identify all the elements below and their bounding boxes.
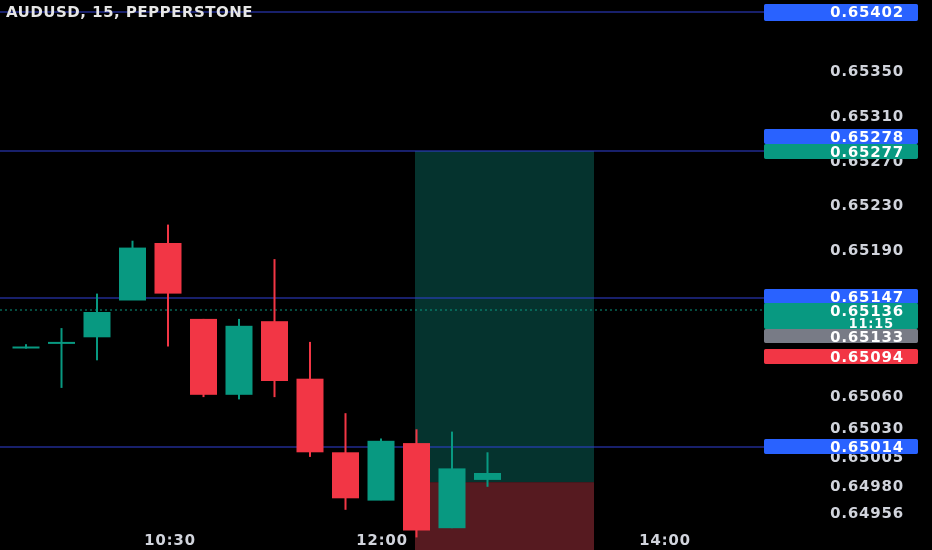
chart-title: AUDUSD, 15, PEPPERSTONE <box>6 3 254 21</box>
price-label-green[interactable]: 0.65277 <box>764 143 918 161</box>
price-label-red[interactable]: 0.65094 <box>764 348 918 366</box>
price-label-gray[interactable]: 0.65133 <box>764 328 918 346</box>
price-label-blue[interactable]: 0.65402 <box>764 3 918 21</box>
price-label-box <box>764 329 918 343</box>
price-axis-tick-label: 0.64980 <box>830 477 904 495</box>
candle[interactable] <box>367 438 395 501</box>
candle-body <box>332 452 359 499</box>
candle[interactable] <box>438 431 466 529</box>
candle-body <box>474 473 501 480</box>
candle[interactable] <box>474 452 501 487</box>
candle-body <box>154 243 182 294</box>
candle-body <box>48 341 75 344</box>
price-axis-tick-label: 0.65310 <box>830 107 904 125</box>
candle-body <box>438 468 466 529</box>
candle[interactable] <box>261 259 288 398</box>
price-label-value: 0.65094 <box>830 348 904 366</box>
candle[interactable] <box>12 344 40 349</box>
price-label-box <box>764 129 918 144</box>
candle-body <box>367 440 395 501</box>
price-axis-tick-label: 0.64956 <box>830 504 904 522</box>
time-axis-tick-label: 10:30 <box>144 531 196 549</box>
candle-body <box>225 325 253 395</box>
candle[interactable] <box>225 318 253 400</box>
candles <box>12 224 501 538</box>
price-label-box <box>764 289 918 304</box>
position-zones <box>415 151 594 550</box>
price-label-value: 0.65133 <box>830 328 904 346</box>
time-axis-tick-label: 12:00 <box>356 531 408 549</box>
time-axis-tick-label: 14:00 <box>639 531 691 549</box>
time-axis[interactable]: 10:30 12:00 14:00 <box>144 531 691 549</box>
candle-body <box>12 346 40 349</box>
price-label-blue[interactable]: 0.65014 <box>764 438 918 456</box>
profit-zone <box>415 151 594 483</box>
candle[interactable] <box>83 293 111 361</box>
candle[interactable] <box>332 413 359 510</box>
candle[interactable] <box>154 224 182 347</box>
price-label-box <box>764 303 918 329</box>
price-label-blue[interactable]: 0.65278 <box>764 128 918 146</box>
price-axis-tick-label: 0.65030 <box>830 419 904 437</box>
price-label-value: 0.65147 <box>830 288 904 306</box>
candle-body <box>119 247 146 301</box>
price-label-box <box>764 439 918 454</box>
candle[interactable] <box>119 240 146 301</box>
price-label-value: 0.65136 <box>830 302 904 320</box>
price-axis-tick-label: 0.65350 <box>830 62 904 80</box>
price-label-value: 0.65277 <box>830 143 904 161</box>
candle-body <box>296 378 324 453</box>
candle-body <box>190 318 217 395</box>
candle[interactable] <box>296 341 324 457</box>
price-label-blue[interactable]: 0.65147 <box>764 288 918 306</box>
price-label-value: 0.65278 <box>830 128 904 146</box>
price-label-value: 0.65402 <box>830 3 904 21</box>
price-axis-tick-label: 0.65190 <box>830 241 904 259</box>
candle[interactable] <box>403 429 430 538</box>
candle-body <box>261 321 288 381</box>
price-label-box <box>764 4 918 21</box>
price-label-box <box>764 349 918 364</box>
price-label-box <box>764 144 918 159</box>
price-label-value: 0.65014 <box>830 438 904 456</box>
candle[interactable] <box>48 328 75 388</box>
price-axis-tick-label: 0.65060 <box>830 387 904 405</box>
candle-body <box>403 443 430 531</box>
candle-body <box>83 312 111 338</box>
candle[interactable] <box>190 318 217 398</box>
price-label-countdown: 11:15 <box>849 317 894 332</box>
price-axis-tick-label: 0.65230 <box>830 196 904 214</box>
